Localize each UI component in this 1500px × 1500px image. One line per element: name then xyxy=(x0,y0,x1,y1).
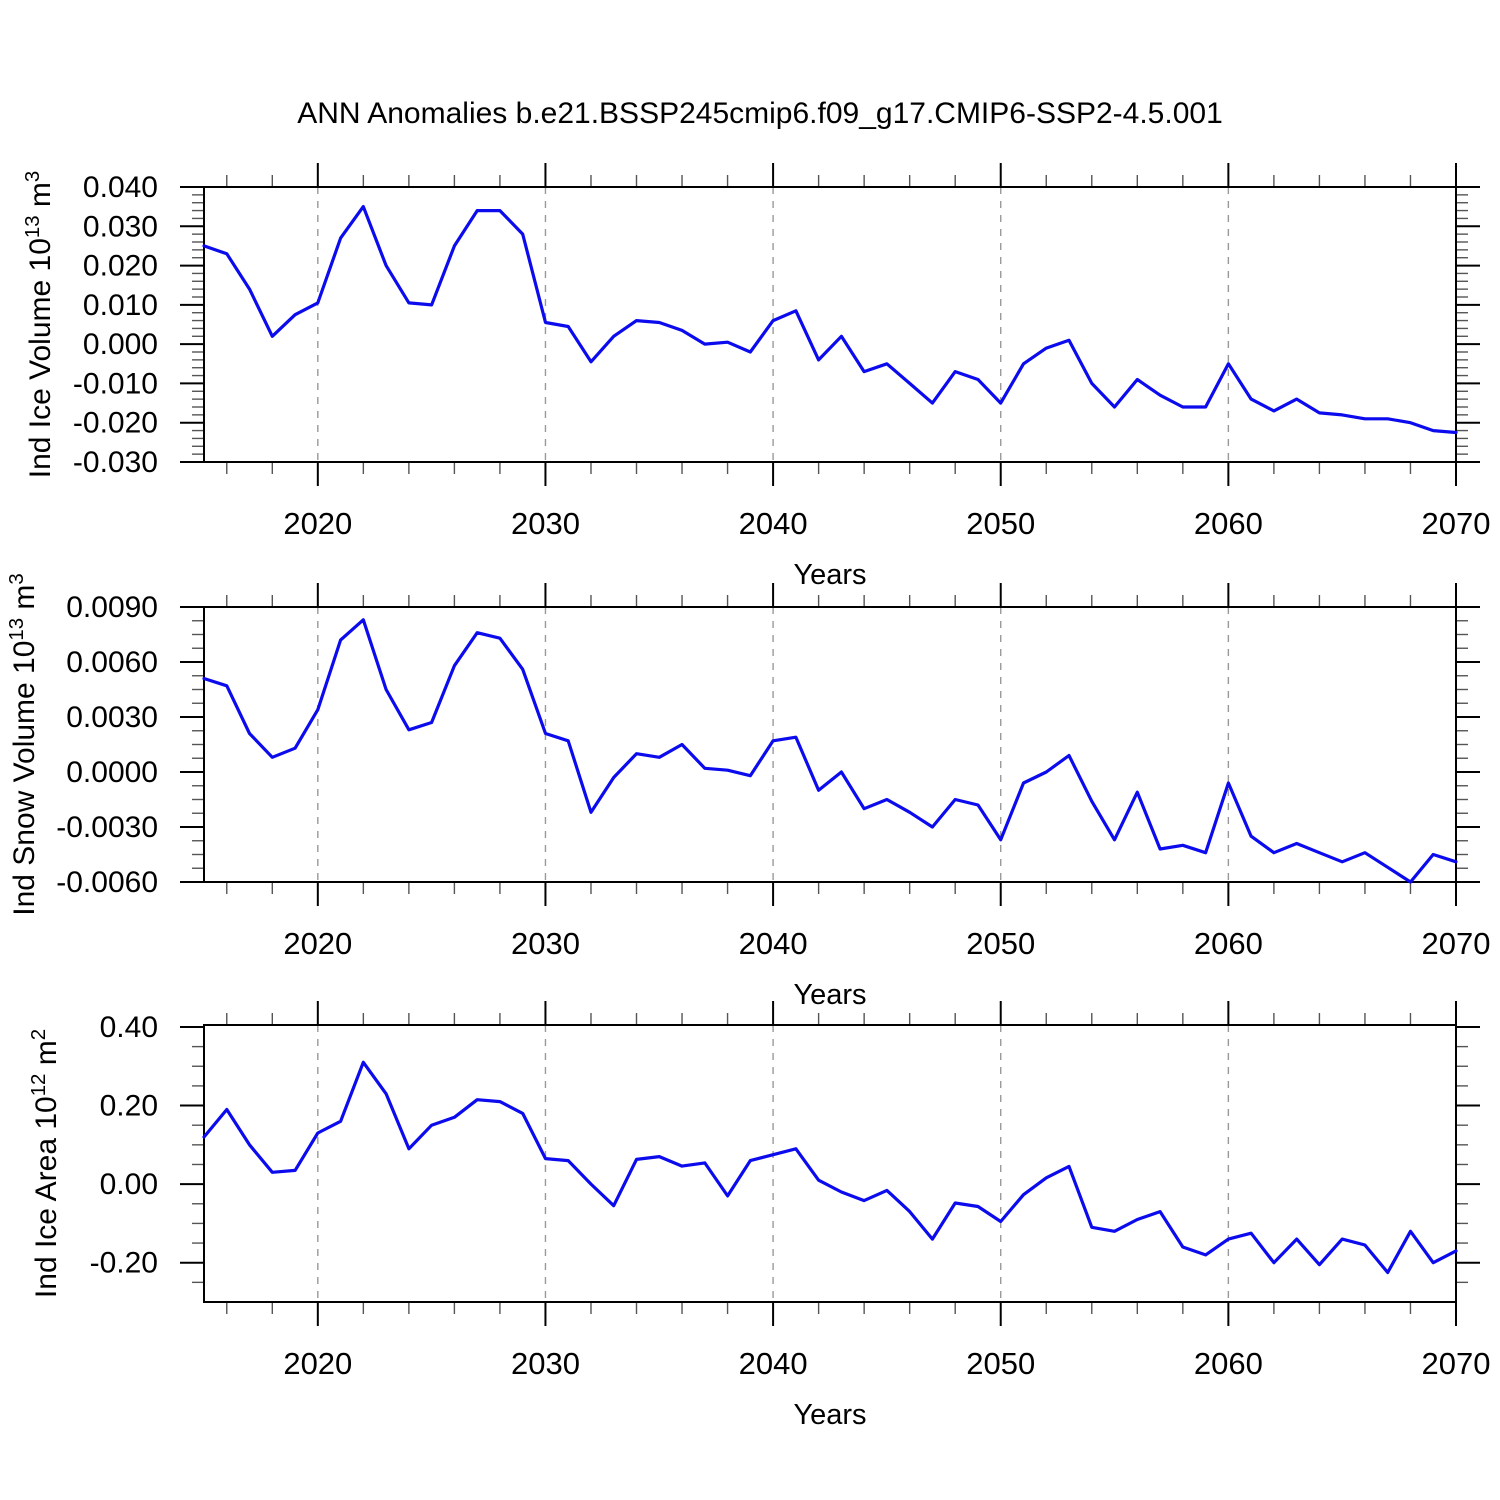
plot-frame xyxy=(203,186,1457,463)
x-tick-label: 2050 xyxy=(966,1346,1035,1381)
y-tick-label: 0.0000 xyxy=(66,756,158,789)
y-tick-label: 0.030 xyxy=(83,210,158,243)
data-line-series xyxy=(202,1060,1458,1275)
x-tick-label: 2070 xyxy=(1422,506,1491,541)
y-tick-label: 0.020 xyxy=(83,250,158,283)
y-tick-label: -0.0030 xyxy=(56,811,158,844)
x-tick-label: 2020 xyxy=(283,1346,352,1381)
y-tick-label: 0.040 xyxy=(83,171,158,204)
x-tick-label: 2020 xyxy=(283,926,352,961)
x-axis-title: Years xyxy=(793,979,866,1011)
y-tick-label: -0.20 xyxy=(90,1247,158,1280)
x-tick-label: 2070 xyxy=(1422,926,1491,961)
x-tick-label: 2050 xyxy=(966,926,1035,961)
y-tick-label: 0.000 xyxy=(83,328,158,361)
plot-frame xyxy=(203,1024,1457,1303)
y-tick-label: 0.40 xyxy=(100,1011,158,1044)
x-tick-label: 2040 xyxy=(739,1346,808,1381)
x-tick-label: 2040 xyxy=(739,926,808,961)
y-tick-label: -0.0060 xyxy=(56,866,158,899)
x-tick-label: 2060 xyxy=(1194,926,1263,961)
y-tick-label: 0.00 xyxy=(100,1168,158,1201)
chart-2: 0.0090 0.0060 0.0030 0.0000 -0.0030 -0.0060 20… xyxy=(6,573,1490,1011)
y-tick-label: 0.0030 xyxy=(66,701,158,734)
y-tick-label: -0.010 xyxy=(73,367,158,400)
y-axis-title: Ind Snow Volume 1013​ m3​ xyxy=(6,573,41,916)
y-tick-label: 0.20 xyxy=(100,1090,158,1123)
y-tick-label: 0.0090 xyxy=(66,591,158,624)
chart-3: 0.40 0.20 0.00 -0.20 2020 2030 2040 2050 2060 207… xyxy=(28,1001,1490,1431)
y-tick-label: 0.010 xyxy=(83,289,158,322)
x-tick-label: 2070 xyxy=(1422,1346,1491,1381)
y-axis-title: Ind Ice Area 1012​ m2​ xyxy=(28,1029,63,1298)
x-tick-label: 2060 xyxy=(1194,506,1263,541)
x-tick-label: 2020 xyxy=(283,506,352,541)
x-tick-label: 2030 xyxy=(511,1346,580,1381)
x-tick-label: 2040 xyxy=(739,506,808,541)
figure-title: ANN Anomalies b.e21.BSSP245cmip6.f09_g17… xyxy=(297,97,1223,130)
x-tick-label: 2030 xyxy=(511,506,580,541)
x-tick-label: 2030 xyxy=(511,926,580,961)
chart-1: 0.040 0.030 0.020 0.010 0.000 -0.010 -0.020 -0.… xyxy=(22,163,1490,591)
y-tick-label: 0.0060 xyxy=(66,646,158,679)
y-axis-title: Ind Ice Volume 1013​ m3​ xyxy=(22,171,57,479)
y-tick-label: -0.020 xyxy=(73,407,158,440)
x-tick-label: 2060 xyxy=(1194,1346,1263,1381)
data-line-series xyxy=(202,205,1458,435)
x-axis-title: Years xyxy=(793,1399,866,1431)
x-axis-title: Years xyxy=(793,559,866,591)
x-tick-label: 2050 xyxy=(966,506,1035,541)
data-line-series xyxy=(202,618,1458,884)
y-tick-label: -0.030 xyxy=(73,446,158,479)
plot-frame xyxy=(203,606,1457,883)
